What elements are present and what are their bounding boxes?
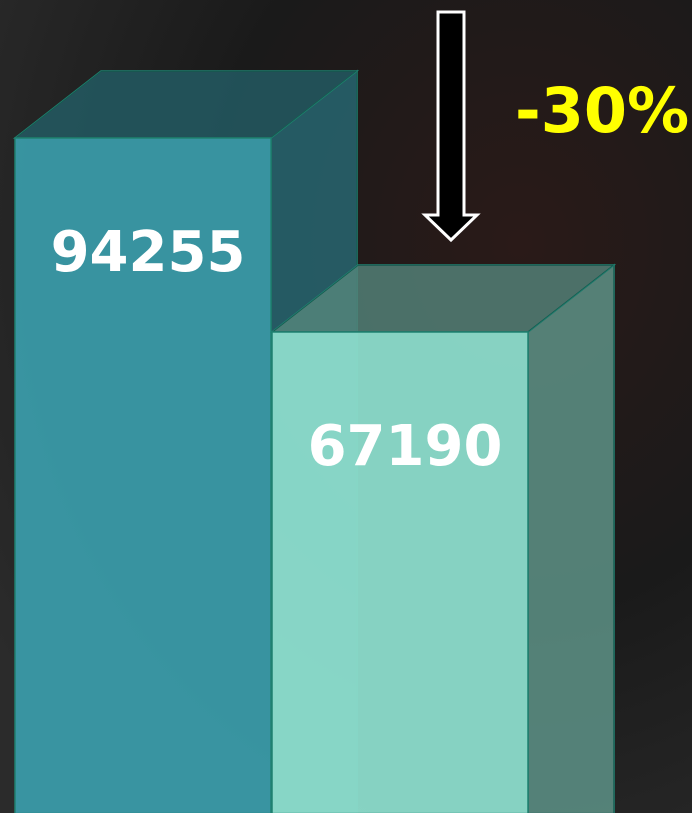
down-arrow (421, 10, 481, 243)
bar-side-shade (528, 264, 614, 813)
bars: 94255 67190 (12, 69, 617, 813)
data-label: 67190 (308, 414, 503, 479)
bar-top-shade (272, 264, 614, 332)
bar-top-shade (15, 71, 357, 138)
data-label: 94255 (51, 220, 246, 285)
bar-group: 67190 (269, 263, 617, 813)
bar (14, 137, 272, 813)
annotation: -30% (515, 74, 689, 147)
bar (271, 331, 529, 813)
